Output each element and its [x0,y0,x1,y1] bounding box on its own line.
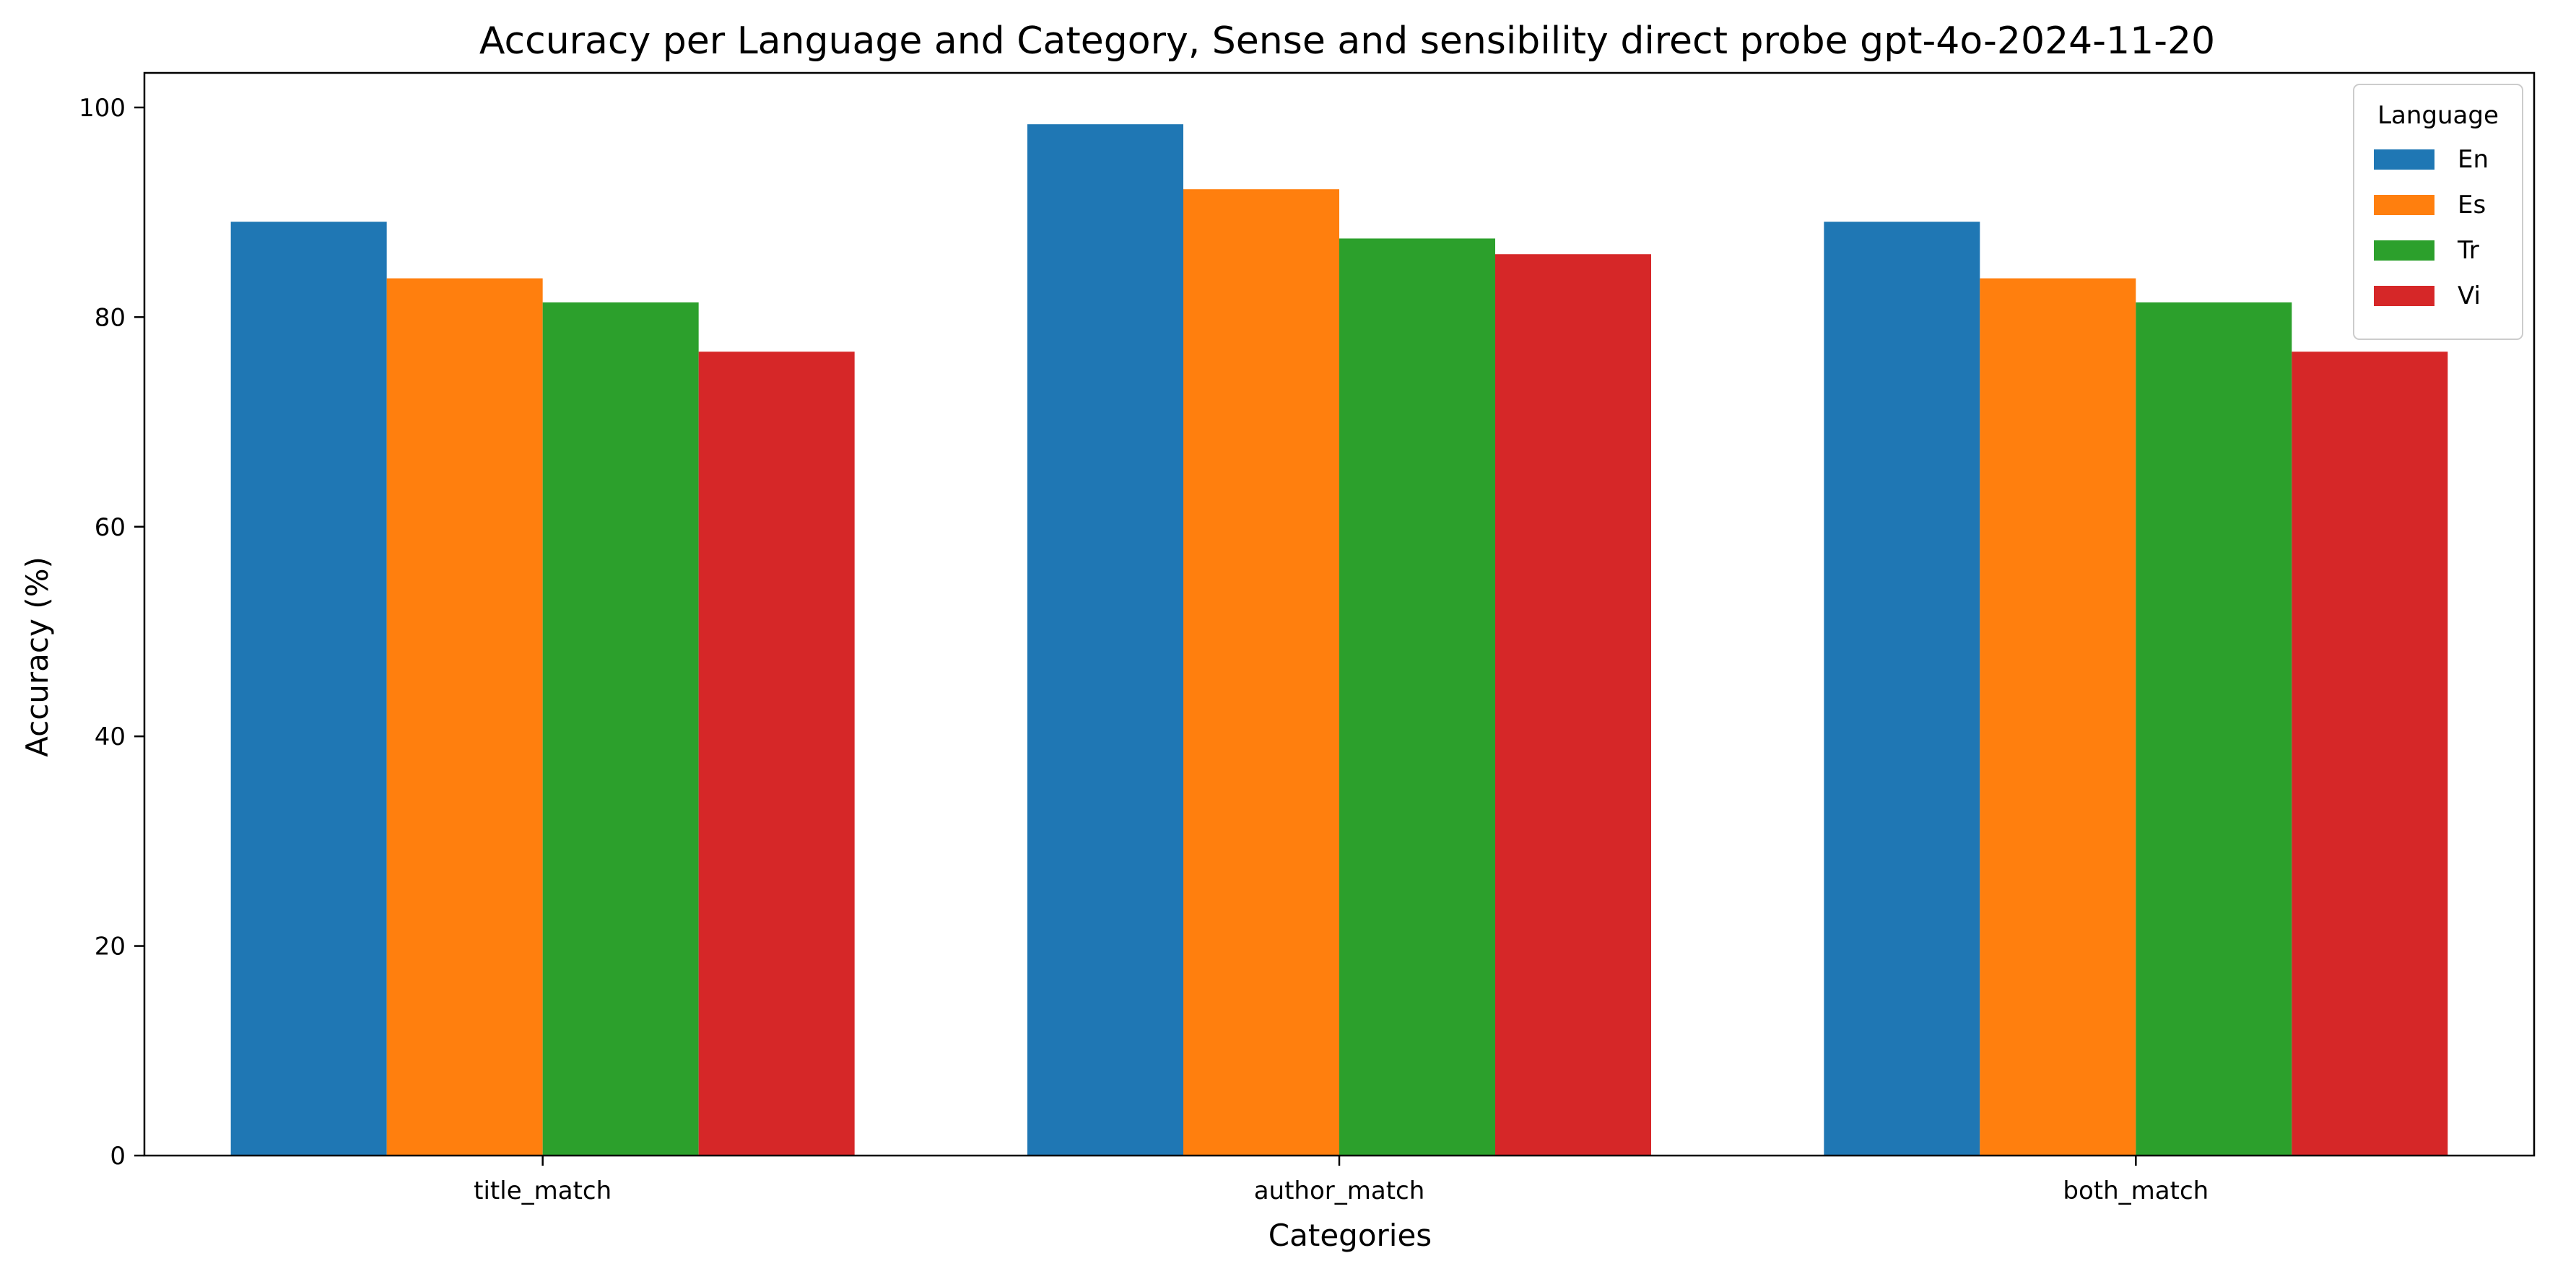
bar-tr-both-match [2136,302,2292,1156]
x-tick-label-author-match: author_match [1254,1177,1425,1205]
bar-vi-both-match [2292,352,2448,1156]
chart-title: Accuracy per Language and Category, Sens… [479,19,2215,63]
x-tick-label-title-match: title_match [474,1177,612,1205]
legend-title: Language [2377,101,2499,130]
legend-label-en: En [2458,145,2489,174]
bar-vi-title-match [698,352,855,1156]
legend-label-es: Es [2458,191,2486,219]
y-tick-label: 80 [95,303,126,332]
legend-swatch-es [2374,195,2434,215]
bar-en-author-match [1027,124,1183,1156]
bar-es-title-match [386,278,543,1156]
bar-en-title-match [230,222,387,1156]
bar-es-both-match [1980,278,2136,1156]
bar-en-both-match [1824,222,1980,1156]
legend-swatch-vi [2374,286,2434,306]
bar-vi-author-match [1495,254,1651,1156]
bar-es-author-match [1183,189,1339,1156]
y-axis-label: Accuracy (%) [19,556,55,757]
bar-tr-title-match [542,302,699,1156]
y-tick-label: 40 [95,723,126,751]
x-tick-label-both-match: both_match [2063,1177,2209,1205]
bars-layer [230,124,2448,1156]
legend-swatch-en [2374,149,2434,170]
y-tick-label: 60 [95,513,126,542]
y-axis: 0 20 40 60 80 100 [79,94,144,1171]
x-axis: title_match author_match both_match [474,1156,2209,1205]
y-tick-label: 20 [95,933,126,961]
legend-label-tr: Tr [2457,236,2479,265]
legend-label-vi: Vi [2458,281,2481,310]
bar-tr-author-match [1339,238,1495,1156]
y-tick-label: 100 [79,94,126,123]
x-axis-label: Categories [1269,1218,1432,1253]
legend: Language En Es Tr Vi [2353,84,2523,340]
y-tick-label: 0 [110,1142,126,1171]
legend-swatch-tr [2374,240,2434,261]
legend-box [2353,84,2523,340]
